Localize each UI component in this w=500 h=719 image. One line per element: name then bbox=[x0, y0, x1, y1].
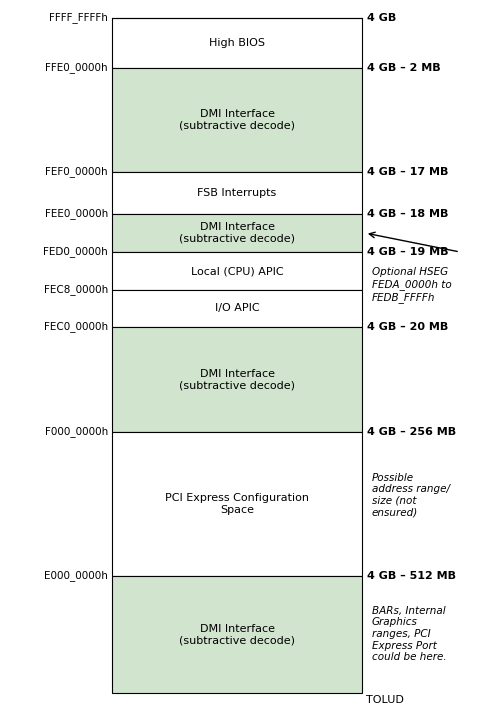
Bar bbox=[112, 576, 362, 693]
Text: FEE0_0000h: FEE0_0000h bbox=[45, 209, 108, 219]
Text: 4 GB – 18 MB: 4 GB – 18 MB bbox=[367, 209, 448, 219]
Bar bbox=[112, 68, 362, 172]
Bar bbox=[112, 172, 362, 214]
Text: FFE0_0000h: FFE0_0000h bbox=[46, 63, 108, 73]
Text: Possible
address range/
size (not
ensured): Possible address range/ size (not ensure… bbox=[372, 472, 450, 518]
Text: DMI Interface
(subtractive decode): DMI Interface (subtractive decode) bbox=[179, 369, 295, 390]
Bar bbox=[112, 290, 362, 327]
Text: FEC8_0000h: FEC8_0000h bbox=[44, 285, 108, 296]
Bar bbox=[112, 432, 362, 576]
Text: FEF0_0000h: FEF0_0000h bbox=[46, 167, 108, 178]
Text: DMI Interface
(subtractive decode): DMI Interface (subtractive decode) bbox=[179, 623, 295, 645]
Text: 4 GB: 4 GB bbox=[367, 13, 396, 23]
Text: 4 GB – 256 MB: 4 GB – 256 MB bbox=[367, 427, 456, 437]
Text: 4 GB – 17 MB: 4 GB – 17 MB bbox=[367, 167, 448, 177]
Text: Local (CPU) APIC: Local (CPU) APIC bbox=[190, 266, 284, 276]
Text: BARs, Internal
Graphics
ranges, PCI
Express Port
could be here.: BARs, Internal Graphics ranges, PCI Expr… bbox=[372, 606, 446, 662]
Bar bbox=[112, 18, 362, 68]
Text: 4 GB – 512 MB: 4 GB – 512 MB bbox=[367, 571, 456, 581]
Bar bbox=[112, 214, 362, 252]
Text: FEC0_0000h: FEC0_0000h bbox=[44, 321, 108, 332]
Text: FFFF_FFFFh: FFFF_FFFFh bbox=[49, 12, 108, 24]
Text: I/O APIC: I/O APIC bbox=[214, 303, 260, 313]
Text: PCI Express Configuration
Space: PCI Express Configuration Space bbox=[165, 493, 309, 515]
Text: E000_0000h: E000_0000h bbox=[44, 571, 108, 582]
Text: TOLUD: TOLUD bbox=[366, 695, 404, 705]
Text: 4 GB – 2 MB: 4 GB – 2 MB bbox=[367, 63, 440, 73]
Text: 4 GB – 19 MB: 4 GB – 19 MB bbox=[367, 247, 448, 257]
Text: 4 GB – 20 MB: 4 GB – 20 MB bbox=[367, 322, 448, 332]
Bar bbox=[112, 252, 362, 290]
Text: FSB Interrupts: FSB Interrupts bbox=[198, 188, 276, 198]
Text: High BIOS: High BIOS bbox=[209, 38, 265, 48]
Text: DMI Interface
(subtractive decode): DMI Interface (subtractive decode) bbox=[179, 109, 295, 131]
Text: Optional HSEG
FEDA_0000h to
FEDB_FFFFh: Optional HSEG FEDA_0000h to FEDB_FFFFh bbox=[372, 267, 452, 303]
Text: F000_0000h: F000_0000h bbox=[45, 426, 108, 437]
Bar bbox=[112, 327, 362, 432]
Text: FED0_0000h: FED0_0000h bbox=[44, 247, 108, 257]
Text: DMI Interface
(subtractive decode): DMI Interface (subtractive decode) bbox=[179, 222, 295, 244]
